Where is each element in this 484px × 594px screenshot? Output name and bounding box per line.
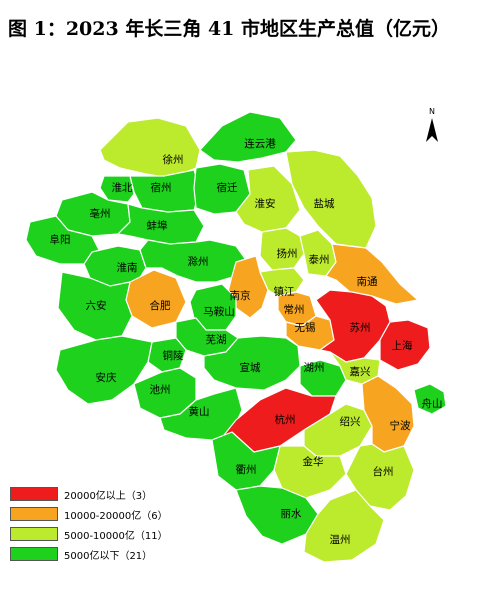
legend-swatch-tier4 bbox=[10, 547, 58, 561]
region-23 bbox=[315, 289, 391, 363]
city-label: 扬州 bbox=[277, 247, 298, 260]
region-36 bbox=[413, 383, 447, 415]
city-label: 常州 bbox=[284, 303, 305, 316]
region-24 bbox=[379, 319, 431, 371]
region-11 bbox=[259, 227, 305, 271]
city-label: 宣城 bbox=[240, 361, 261, 374]
city-label: 苏州 bbox=[350, 321, 371, 334]
region-37 bbox=[273, 445, 347, 499]
legend-label-tier3: 5000-10000亿（11） bbox=[64, 530, 168, 542]
region-32 bbox=[159, 387, 243, 441]
city-label: 宿迁 bbox=[217, 181, 238, 194]
city-label: 马鞍山 bbox=[203, 305, 235, 318]
legend: 20000亿以上（3） 10000-20000亿（6） 5000-10000亿（… bbox=[10, 484, 168, 564]
legend-item-tier3: 5000-10000亿（11） bbox=[10, 524, 168, 544]
region-6 bbox=[285, 149, 377, 249]
legend-item-tier4: 5000亿以下（21） bbox=[10, 544, 168, 564]
region-13 bbox=[325, 243, 419, 305]
region-15 bbox=[139, 239, 247, 283]
city-label: 连云港 bbox=[244, 137, 276, 150]
city-label: 淮安 bbox=[255, 197, 276, 210]
city-label: 杭州 bbox=[275, 413, 296, 426]
city-label: 池州 bbox=[150, 383, 171, 396]
city-label: 丽水 bbox=[281, 508, 302, 520]
city-label: 铜陵 bbox=[163, 350, 184, 362]
city-label: 无锡 bbox=[295, 321, 316, 334]
city-label: 淮北 bbox=[112, 182, 133, 194]
city-label: 滁州 bbox=[188, 255, 209, 268]
city-label: 绍兴 bbox=[340, 415, 361, 428]
region-29 bbox=[299, 359, 347, 397]
city-label: 湖州 bbox=[304, 362, 325, 374]
region-20 bbox=[57, 271, 133, 341]
city-label: 合肥 bbox=[150, 299, 171, 312]
region-1 bbox=[99, 117, 201, 179]
city-label: 泰州 bbox=[309, 253, 330, 266]
city-label: 亳州 bbox=[90, 207, 111, 220]
city-label: 宿州 bbox=[151, 181, 172, 194]
region-38 bbox=[211, 431, 281, 491]
city-label: 蚌埠 bbox=[147, 219, 168, 232]
city-label: 金华 bbox=[303, 455, 324, 468]
city-label: 南通 bbox=[357, 275, 378, 288]
region-41 bbox=[303, 489, 385, 563]
city-label: 衢州 bbox=[236, 464, 257, 476]
region-16 bbox=[227, 255, 269, 319]
region-2 bbox=[199, 111, 297, 163]
city-label: 温州 bbox=[330, 534, 351, 546]
city-label: 台州 bbox=[373, 465, 394, 478]
map-title: 图 1：2023 年长三角 41 市地区生产总值（亿元） bbox=[8, 18, 451, 40]
city-label: 嘉兴 bbox=[350, 365, 371, 378]
city-label: 镇江 bbox=[274, 285, 295, 298]
legend-swatch-tier1 bbox=[10, 487, 58, 501]
city-label: 南京 bbox=[230, 289, 251, 302]
region-35 bbox=[361, 375, 415, 453]
legend-label-tier1: 20000亿以上（3） bbox=[64, 490, 153, 502]
city-label: 舟山 bbox=[422, 397, 443, 410]
city-label: 宁波 bbox=[390, 419, 411, 432]
city-label: 盐城 bbox=[314, 197, 335, 210]
region-4 bbox=[99, 175, 135, 203]
legend-swatch-tier2 bbox=[10, 507, 58, 521]
region-17 bbox=[259, 267, 305, 297]
city-label: 六安 bbox=[86, 299, 107, 312]
legend-label-tier4: 5000亿以下（21） bbox=[64, 550, 153, 562]
north-label: N bbox=[429, 107, 435, 116]
city-label: 安庆 bbox=[96, 371, 117, 384]
city-label: 徐州 bbox=[163, 153, 184, 166]
city-label: 上海 bbox=[392, 339, 413, 352]
city-label: 淮南 bbox=[117, 261, 138, 274]
city-label: 阜阳 bbox=[50, 233, 71, 246]
legend-item-tier2: 10000-20000亿（6） bbox=[10, 504, 168, 524]
legend-item-tier1: 20000亿以上（3） bbox=[10, 484, 168, 504]
legend-label-tier2: 10000-20000亿（6） bbox=[64, 510, 168, 522]
city-label: 黄山 bbox=[189, 405, 210, 418]
legend-swatch-tier3 bbox=[10, 527, 58, 541]
north-arrow-icon: N bbox=[422, 104, 442, 148]
city-label: 芜湖 bbox=[206, 333, 227, 346]
